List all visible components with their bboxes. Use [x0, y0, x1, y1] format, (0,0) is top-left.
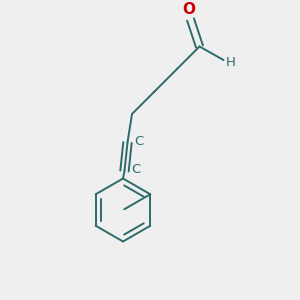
Text: O: O: [182, 2, 196, 17]
Text: C: C: [134, 135, 143, 148]
Text: H: H: [226, 56, 236, 70]
Text: C: C: [131, 163, 140, 176]
